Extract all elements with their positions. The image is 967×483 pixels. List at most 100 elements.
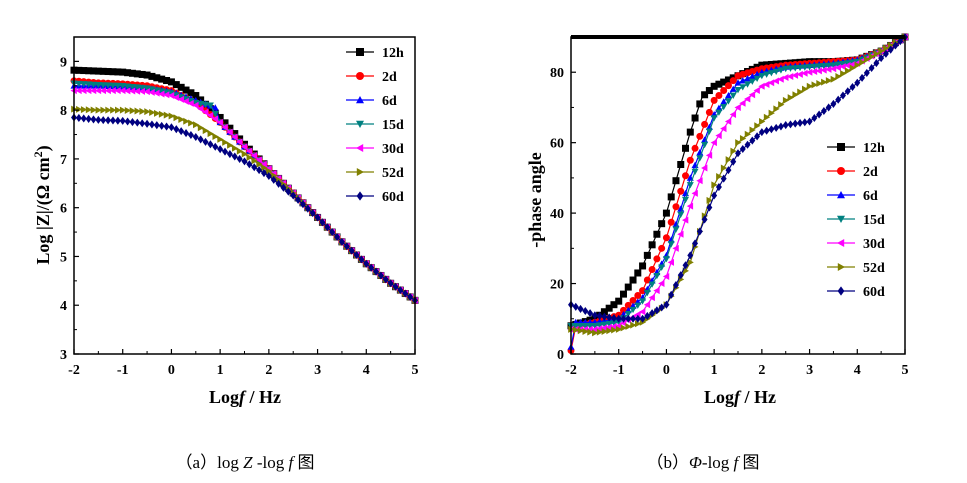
x-tick-label: 0	[168, 363, 175, 378]
data-point	[241, 143, 248, 151]
legend-label: 60d	[382, 190, 404, 205]
data-point	[138, 84, 146, 92]
data-point	[782, 74, 789, 82]
data-point	[629, 306, 637, 314]
data-point	[382, 275, 389, 284]
data-point	[686, 182, 694, 189]
data-point	[94, 87, 102, 95]
data-point	[172, 81, 180, 89]
data-point	[730, 147, 737, 155]
data-point	[630, 314, 637, 323]
data-point	[577, 323, 585, 330]
data-point	[777, 67, 785, 74]
data-point	[260, 160, 267, 168]
data-point	[596, 328, 604, 336]
y-tick-label: 7	[60, 153, 67, 168]
data-point	[363, 259, 370, 268]
data-point	[639, 262, 647, 270]
data-point	[710, 115, 718, 122]
chart-phase-angle: -2 -1 0 1 2 3 4 5 0 20 40 60 80 12h 2d 6d 15d 30d 52d 60d L…	[525, 32, 909, 472]
data-point	[582, 307, 589, 316]
data-point	[677, 271, 684, 280]
data-point	[635, 320, 642, 328]
x-tick-label: 4	[854, 363, 861, 378]
data-point	[290, 191, 297, 200]
data-point	[216, 113, 224, 121]
data-point	[768, 109, 775, 117]
data-point	[715, 80, 723, 88]
data-point	[80, 106, 88, 114]
data-point	[168, 112, 175, 120]
legend-label: 30d	[863, 237, 885, 252]
data-point	[763, 113, 771, 121]
data-point	[748, 78, 756, 85]
data-point	[662, 209, 670, 217]
data-point	[591, 323, 599, 330]
data-point	[596, 325, 603, 333]
data-point	[749, 136, 756, 145]
data-point	[582, 327, 589, 335]
legend-label: 12h	[863, 141, 885, 156]
data-point	[796, 70, 803, 78]
data-point	[796, 64, 804, 72]
data-point	[615, 297, 623, 305]
x-tick-label: 3	[806, 363, 813, 378]
data-point	[667, 218, 675, 226]
data-point	[265, 171, 272, 181]
y-axis-label: -phase angle	[525, 152, 545, 248]
data-point	[611, 326, 618, 334]
data-point	[724, 91, 732, 99]
data-point	[343, 242, 350, 251]
data-point	[864, 56, 871, 64]
data-point	[90, 115, 97, 124]
data-point	[275, 179, 282, 188]
x-tick-label: 0	[663, 363, 670, 378]
data-point	[167, 92, 175, 100]
data-point	[89, 67, 97, 75]
data-point	[630, 321, 637, 329]
data-point	[816, 79, 823, 87]
data-point	[715, 91, 723, 99]
data-point	[639, 287, 647, 295]
data-point	[725, 166, 732, 175]
data-point	[658, 303, 665, 312]
data-point	[686, 156, 694, 164]
data-point	[105, 116, 112, 125]
data-point	[797, 118, 804, 127]
data-point	[144, 119, 151, 128]
data-point	[720, 125, 727, 133]
data-point	[882, 49, 889, 58]
data-point	[729, 85, 737, 92]
data-point	[397, 286, 404, 295]
data-point	[192, 100, 200, 107]
data-point	[672, 177, 680, 185]
data-point	[729, 92, 737, 99]
data-point	[187, 131, 194, 140]
data-point	[825, 65, 832, 73]
data-point	[720, 98, 728, 105]
y-tick-label: 8	[60, 104, 67, 119]
data-point	[348, 246, 355, 255]
data-point	[725, 156, 732, 164]
data-point	[634, 292, 642, 300]
data-point	[577, 304, 584, 313]
data-point	[672, 244, 679, 252]
data-point	[104, 82, 112, 89]
data-point	[587, 309, 594, 318]
data-point	[701, 164, 708, 172]
data-point	[744, 75, 752, 82]
data-point	[754, 132, 761, 141]
data-point	[816, 110, 823, 119]
data-point	[295, 195, 302, 204]
data-point	[261, 164, 268, 172]
data-point	[634, 314, 641, 323]
data-point	[124, 117, 131, 126]
data-point	[75, 80, 83, 88]
data-point	[619, 290, 627, 298]
data-point	[748, 72, 756, 80]
data-point	[211, 104, 219, 111]
series-30d	[567, 33, 908, 333]
data-point	[658, 264, 666, 271]
data-point	[701, 141, 709, 149]
data-point	[787, 94, 794, 102]
